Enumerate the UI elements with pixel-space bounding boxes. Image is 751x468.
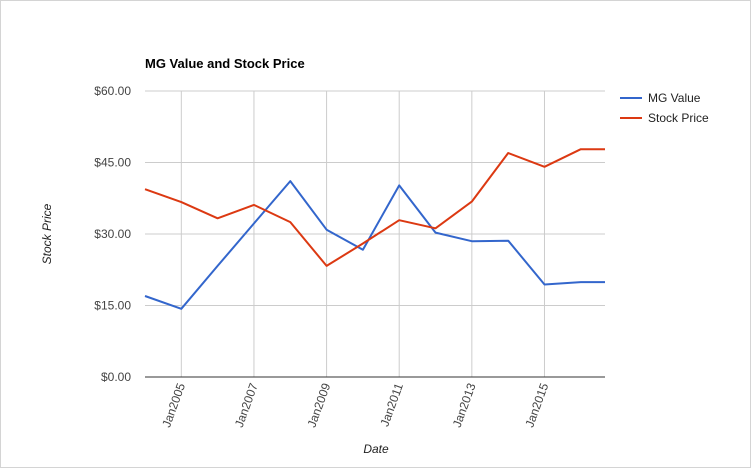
legend-label-mg-value: MG Value: [648, 91, 701, 105]
y-tick-label: $30.00: [94, 227, 131, 241]
x-tick-label: Jan2015: [522, 381, 551, 429]
x-tick-label: Jan2013: [450, 381, 479, 429]
legend: MG Value Stock Price: [620, 91, 709, 125]
x-tick-label: Jan2007: [232, 381, 261, 429]
x-tick-label: Jan2005: [159, 381, 188, 429]
x-axis-ticks: Jan2005 Jan2007 Jan2009 Jan2011 Jan2013 Jan20…: [159, 381, 551, 429]
x-tick-label: Jan2009: [304, 381, 333, 429]
legend-label-stock-price: Stock Price: [648, 111, 709, 125]
chart-title: MG Value and Stock Price: [145, 56, 305, 71]
y-tick-label: $0.00: [101, 370, 131, 384]
series-lines: [144, 148, 605, 310]
gridlines: [145, 90, 605, 377]
x-axis-label: Date: [363, 442, 389, 456]
y-tick-label: $60.00: [94, 84, 131, 98]
series-line-mg-value: [144, 180, 605, 310]
y-tick-label: $15.00: [94, 299, 131, 313]
y-tick-label: $45.00: [94, 156, 131, 170]
series-line-stock-price: [144, 148, 605, 267]
y-axis-label: Stock Price: [40, 203, 54, 264]
x-tick-label: Jan2011: [377, 381, 406, 429]
y-axis-ticks: $0.00 $15.00 $30.00 $45.00 $60.00: [94, 84, 131, 384]
